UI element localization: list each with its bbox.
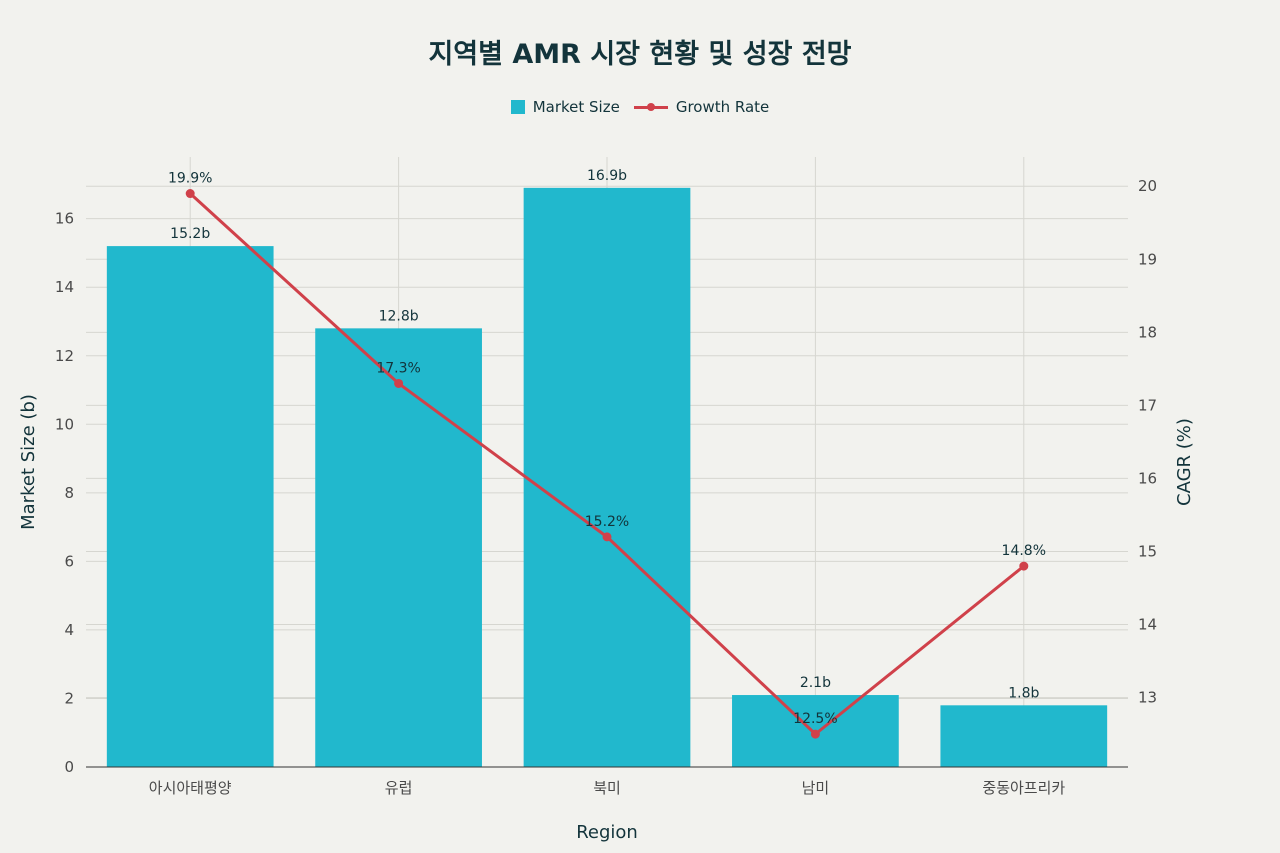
y-axis-title: Market Size (b) [18, 394, 39, 530]
bar [523, 187, 691, 767]
line-data-label: 12.5% [793, 711, 837, 727]
chart-axes: 0 2 4 6 8 10 12 14 16 13 14 15 16 17 18 19 20 아시아태평양 유럽 북미 남… [18, 177, 1195, 843]
line-series [185, 189, 1029, 739]
bar [940, 705, 1108, 767]
line-point [394, 378, 404, 388]
line-point [602, 532, 612, 542]
bar-data-label: 2.1b [800, 675, 831, 691]
bar [106, 246, 274, 767]
data-labels: 15.2b 12.8b 16.9b 2.1b 1.8b 19.9% 17.3% 15.2% 12… [168, 168, 1046, 727]
y2-tick-label: 14 [1138, 616, 1157, 634]
y-tick-label: 10 [55, 415, 74, 433]
y-tick-label: 6 [64, 552, 74, 570]
legend-swatch-bar [510, 100, 525, 114]
bar-series [106, 187, 1108, 767]
x-axis-title: Region [576, 822, 638, 843]
y-tick-label: 0 [64, 758, 74, 776]
x-tick-label: 유럽 [385, 779, 413, 797]
y-tick-label: 12 [55, 347, 74, 365]
y2-tick-label: 20 [1138, 177, 1157, 195]
x-tick-label: 아시아태평양 [149, 779, 232, 797]
y2-tick-label: 15 [1138, 542, 1157, 560]
y2-tick-label: 18 [1138, 323, 1157, 341]
y-tick-label: 14 [55, 278, 74, 296]
chart-legend: Market Size Growth Rate [0, 98, 1280, 116]
line-point [185, 189, 195, 199]
y2-tick-label: 16 [1138, 469, 1157, 487]
y2-axis-title: CAGR (%) [1174, 418, 1195, 506]
y-tick-label: 4 [64, 621, 74, 639]
y-tick-label: 16 [55, 210, 74, 228]
line-data-label: 15.2% [585, 514, 629, 530]
legend-label-growth-rate: Growth Rate [675, 98, 770, 116]
bar-data-label: 16.9b [587, 168, 627, 184]
x-tick-label: 남미 [802, 779, 830, 797]
bar-data-label: 1.8b [1008, 685, 1039, 701]
x-tick-label: 중동아프리카 [982, 779, 1065, 797]
legend-item-market-size[interactable]: Market Size [510, 98, 620, 116]
bar-data-label: 12.8b [379, 308, 419, 324]
line-data-label: 19.9% [168, 171, 212, 187]
y2-tick-label: 19 [1138, 250, 1157, 268]
chart-title: 지역별 AMR 시장 현황 및 성장 전망 [428, 39, 852, 70]
x-tick-label: 북미 [593, 779, 621, 797]
y2-tick-label: 13 [1138, 689, 1157, 707]
y-tick-label: 8 [64, 484, 74, 502]
legend-label-market-size: Market Size [532, 98, 620, 116]
legend-item-growth-rate[interactable]: Growth Rate [633, 98, 770, 116]
line-point [1019, 561, 1029, 571]
y-tick-label: 2 [64, 689, 74, 707]
bar-data-label: 15.2b [170, 226, 210, 242]
line-data-label: 14.8% [1002, 543, 1046, 559]
line-point [810, 729, 820, 739]
line-data-label: 17.3% [376, 360, 420, 376]
y2-tick-label: 17 [1138, 396, 1157, 414]
bar [315, 328, 482, 767]
legend-swatch-line [633, 100, 668, 114]
